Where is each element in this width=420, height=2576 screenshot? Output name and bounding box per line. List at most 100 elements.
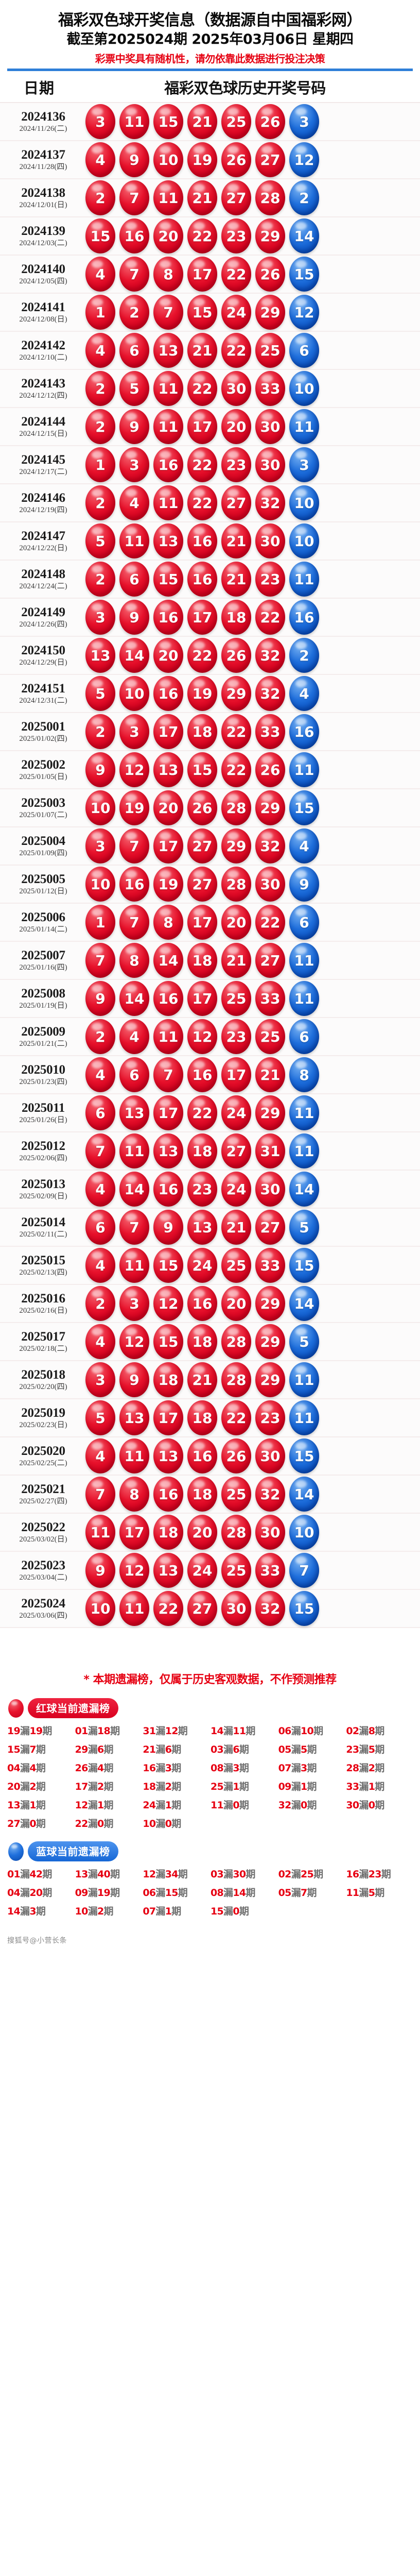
red-ball: 20 — [187, 1515, 217, 1550]
table-row: 2025021 2025/02/27(四) 7 8 16 18 25 32 14 — [0, 1476, 420, 1514]
red-ball-number: 25 — [226, 1485, 247, 1503]
draw-date: 2025/02/27(四) — [19, 1497, 67, 1505]
blue-miss-cell: 10漏2期 — [75, 1906, 114, 1918]
red-ball-number: 20 — [158, 799, 179, 817]
red-ball: 21 — [187, 333, 217, 368]
red-ball-number: 3 — [95, 608, 106, 626]
red-ball-number: 20 — [226, 418, 247, 435]
red-ball: 16 — [187, 1438, 217, 1474]
ball-group: 2 6 15 16 21 23 11 — [82, 562, 319, 597]
draw-date: 2024/12/31(二) — [19, 696, 67, 705]
ball-group: 1 7 8 17 20 22 6 — [82, 905, 319, 940]
draw-date: 2025/02/09(日) — [19, 1192, 67, 1200]
draw-label: 2024143 2024/12/12(四) — [6, 377, 82, 401]
blue-ball-number: 14 — [294, 227, 314, 245]
red-miss-cell: 26漏4期 — [75, 1762, 114, 1774]
red-ball: 5 — [85, 523, 115, 559]
red-ball-number: 9 — [163, 1218, 173, 1236]
draw-issue-number: 2025005 — [21, 872, 65, 886]
draw-date: 2025/02/18(二) — [19, 1344, 67, 1353]
draw-issue-number: 2025004 — [21, 834, 65, 848]
red-ball: 1 — [85, 295, 115, 330]
red-ball: 21 — [187, 1362, 217, 1398]
red-miss-cell: 14漏11期 — [211, 1725, 255, 1737]
draw-date: 2024/12/26(四) — [19, 620, 67, 629]
red-ball-number: 24 — [192, 1562, 213, 1579]
red-ball: 22 — [255, 600, 285, 635]
table-row: 2024139 2024/12/03(二) 15 16 20 22 23 29 14 — [0, 217, 420, 256]
red-ball-number: 9 — [129, 418, 139, 435]
red-ball-number: 4 — [95, 1257, 106, 1274]
red-ball-number: 23 — [260, 570, 281, 588]
blue-miss-cell: 09漏19期 — [75, 1887, 120, 1899]
red-miss-cell: 12漏1期 — [75, 1800, 114, 1811]
blue-ball-number: 15 — [294, 1600, 314, 1617]
red-ball: 3 — [85, 600, 115, 635]
red-ball-number: 1 — [95, 303, 106, 321]
red-ball: 28 — [221, 867, 251, 902]
red-ball-number: 17 — [192, 418, 213, 435]
red-ball: 30 — [255, 523, 285, 559]
draw-issue-number: 2025023 — [21, 1558, 65, 1572]
red-ball-number: 15 — [192, 303, 213, 321]
red-ball: 26 — [255, 104, 285, 140]
red-ball-number: 2 — [95, 570, 106, 588]
red-ball: 4 — [85, 1438, 115, 1474]
red-ball: 30 — [255, 1172, 285, 1207]
draw-label: 2024137 2024/11/28(四) — [6, 148, 82, 173]
red-ball-number: 25 — [226, 113, 247, 130]
red-ball-number: 13 — [158, 1447, 179, 1465]
red-ball: 10 — [85, 790, 115, 826]
red-ball-number: 16 — [158, 990, 179, 1007]
red-miss-cell: 19漏19期 — [7, 1725, 52, 1737]
red-ball: 24 — [221, 295, 251, 330]
red-ball-number: 1 — [95, 913, 106, 931]
red-ball: 15 — [153, 1248, 183, 1283]
red-ball-number: 7 — [129, 913, 139, 931]
red-ball: 21 — [221, 562, 251, 597]
red-ball-number: 30 — [260, 418, 281, 435]
red-miss-cell: 03漏6期 — [211, 1744, 249, 1756]
red-ball-number: 4 — [95, 151, 106, 168]
ball-group: 10 11 22 27 30 32 15 — [82, 1591, 319, 1626]
red-miss-cell: 27漏0期 — [7, 1818, 46, 1830]
red-ball: 24 — [187, 1248, 217, 1283]
red-ball-number: 17 — [192, 608, 213, 626]
blue-miss-cell: 14漏3期 — [7, 1906, 46, 1918]
ball-group: 4 9 10 19 26 27 12 — [82, 142, 319, 178]
draw-issue-number: 2025011 — [21, 1100, 65, 1115]
red-ball: 16 — [153, 600, 183, 635]
table-row: 2025016 2025/02/16(日) 2 3 12 16 20 29 14 — [0, 1285, 420, 1324]
red-ball: 30 — [255, 867, 285, 902]
red-ball-number: 16 — [192, 1295, 213, 1312]
red-ball: 20 — [221, 1286, 251, 1321]
ball-group: 9 12 13 15 22 26 11 — [82, 752, 319, 788]
draw-date: 2024/12/15(日) — [19, 429, 67, 438]
red-ball: 2 — [85, 1286, 115, 1321]
draw-date: 2025/01/02(四) — [19, 734, 67, 743]
red-ball: 17 — [187, 981, 217, 1016]
red-ball-number: 21 — [192, 113, 213, 130]
red-ball-number: 15 — [90, 227, 111, 245]
red-ball: 22 — [187, 485, 217, 521]
red-ball: 17 — [153, 828, 183, 864]
red-ball-number: 22 — [226, 1409, 247, 1427]
draw-date: 2025/01/21(二) — [19, 1039, 67, 1048]
blue-ball: 5 — [289, 1210, 319, 1245]
red-ball: 32 — [255, 828, 285, 864]
blue-ball-number: 5 — [299, 1218, 309, 1236]
blue-miss-cell: 04漏20期 — [7, 1887, 52, 1899]
red-ball-number: 10 — [124, 685, 145, 702]
red-ball-number: 11 — [124, 532, 145, 550]
red-ball-number: 11 — [158, 380, 179, 397]
red-miss-cell: 21漏6期 — [143, 1744, 181, 1756]
red-ball-number: 3 — [129, 1295, 139, 1312]
red-ball-number: 7 — [129, 189, 139, 207]
red-ball: 4 — [119, 1019, 149, 1055]
blue-miss-cell: 15漏0期 — [211, 1906, 249, 1918]
red-ball-number: 27 — [226, 1142, 247, 1160]
red-ball: 28 — [255, 180, 285, 216]
red-ball: 18 — [187, 1324, 217, 1360]
draw-issue-number: 2024138 — [21, 185, 65, 200]
red-ball: 13 — [187, 1210, 217, 1245]
